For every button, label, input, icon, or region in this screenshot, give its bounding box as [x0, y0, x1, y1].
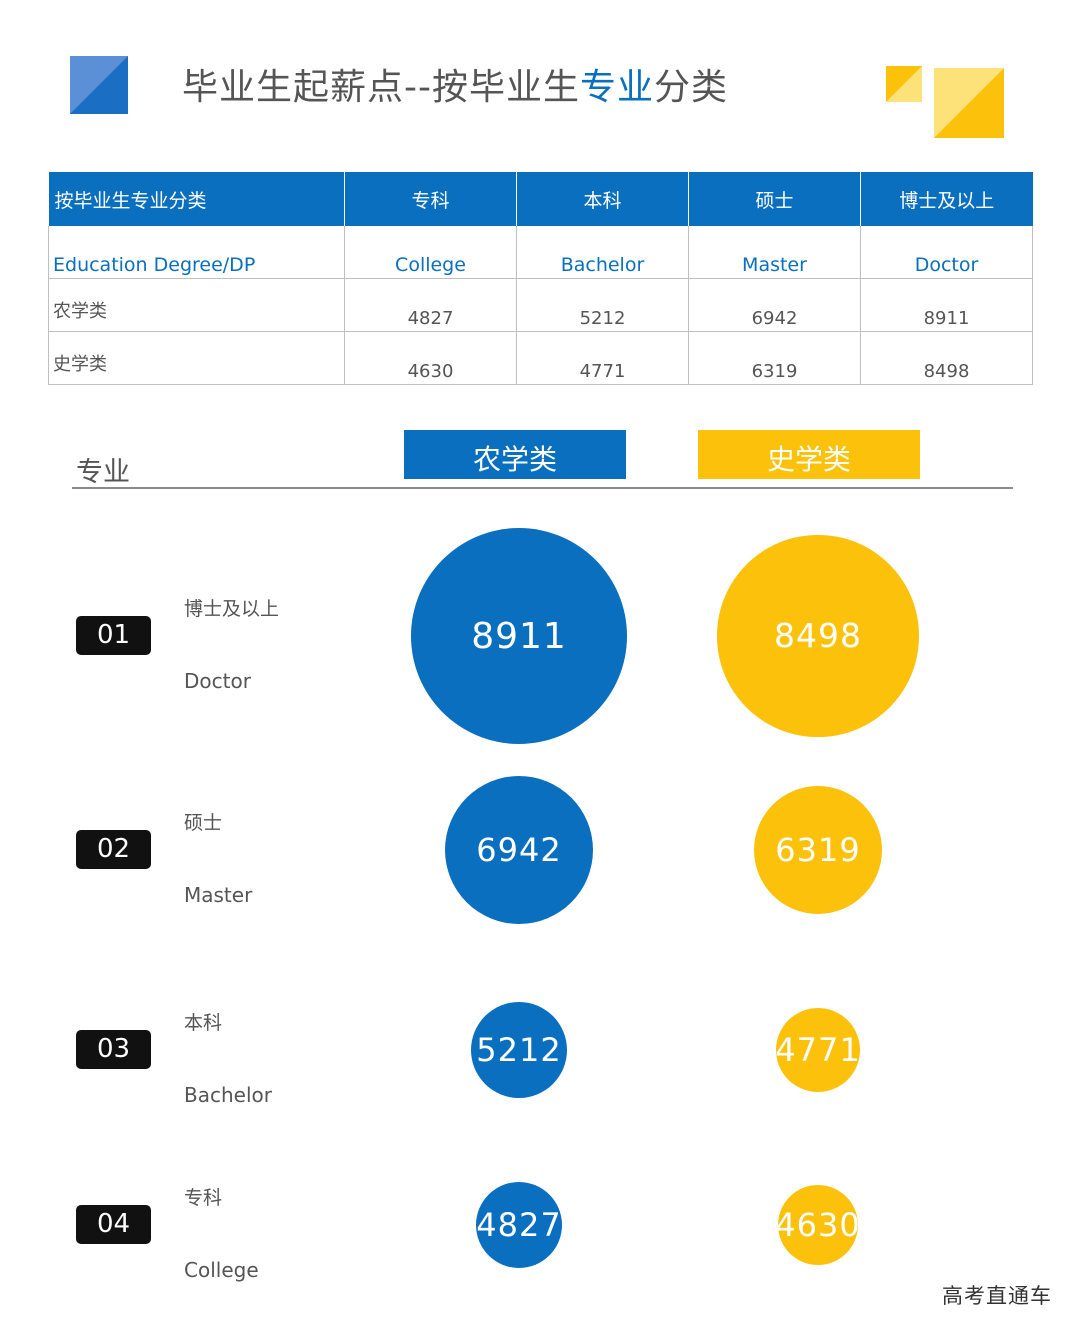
- bubble-mark: 6942: [444, 775, 594, 925]
- table-cell: 6942: [688, 277, 861, 332]
- table-cell: 6319: [688, 330, 861, 385]
- table-header-cell: 博士及以上: [860, 172, 1033, 226]
- row-degree-en-label: Bachelor: [184, 1083, 272, 1107]
- bubble-mark: 4630: [775, 1184, 860, 1266]
- table-cell: 5212: [516, 277, 689, 332]
- table-cell: 8911: [860, 277, 1033, 332]
- table-cell: 4771: [516, 330, 689, 385]
- axis-label: 专业: [76, 457, 130, 488]
- page-title: 毕业生起薪点--按毕业生专业分类: [182, 67, 729, 108]
- divider-line: [72, 487, 1013, 489]
- bubble-mark: 4771: [775, 1007, 861, 1093]
- legend-series-2: 史学类: [698, 430, 920, 479]
- table-header-row: 按毕业生专业分类 专科 本科 硕士 博士及以上: [48, 172, 1033, 226]
- table-row: 农学类 4827 5212 6942 8911: [48, 277, 1033, 332]
- yellow-squares-logo-icon: [886, 66, 1004, 138]
- row-degree-en-label: Master: [184, 883, 253, 907]
- row-number-badge: 03: [76, 1030, 151, 1069]
- table-cell: 4630: [344, 330, 517, 385]
- table-header-cell: 本科: [516, 172, 689, 226]
- bubble-mark: 8498: [717, 535, 919, 737]
- bubble-mark: 8911: [411, 528, 627, 744]
- row-number-badge: 04: [76, 1205, 151, 1244]
- row-degree-cn-label: 本科: [184, 1012, 223, 1034]
- table-subheader-cell: College: [344, 226, 517, 279]
- row-degree-en-label: College: [184, 1258, 259, 1282]
- blue-square-logo-icon: [70, 56, 128, 114]
- table-subheader-cell: Education Degree/DP: [48, 226, 345, 279]
- table-cell: 8498: [860, 330, 1033, 385]
- row-number-badge: 02: [76, 830, 151, 869]
- row-degree-cn-label: 硕士: [184, 812, 223, 834]
- table-cell: 4827: [344, 277, 517, 332]
- bubble-mark: 5212: [470, 1001, 568, 1099]
- row-degree-en-label: Doctor: [184, 669, 251, 693]
- table-cell: 农学类: [48, 277, 345, 332]
- table-subheader-row: Education Degree/DP College Bachelor Mas…: [48, 226, 1033, 279]
- table-row: 史学类 4630 4771 6319 8498: [48, 330, 1033, 385]
- bubble-mark: 6319: [753, 785, 883, 915]
- salary-table: 按毕业生专业分类 专科 本科 硕士 博士及以上 Education Degree…: [48, 172, 1033, 385]
- table-subheader-cell: Doctor: [860, 226, 1033, 279]
- row-degree-cn-label: 专科: [184, 1187, 223, 1209]
- table-header-cell: 按毕业生专业分类: [48, 172, 345, 226]
- row-degree-cn-label: 博士及以上: [184, 598, 280, 620]
- watermark: 高考直通车: [942, 1284, 1052, 1308]
- bubble-mark: 4827: [475, 1181, 563, 1269]
- table-cell: 史学类: [48, 330, 345, 385]
- table-header-cell: 专科: [344, 172, 517, 226]
- table-header-cell: 硕士: [688, 172, 861, 226]
- legend-series-1: 农学类: [404, 430, 626, 479]
- table-subheader-cell: Master: [688, 226, 861, 279]
- table-subheader-cell: Bachelor: [516, 226, 689, 279]
- row-number-badge: 01: [76, 616, 151, 655]
